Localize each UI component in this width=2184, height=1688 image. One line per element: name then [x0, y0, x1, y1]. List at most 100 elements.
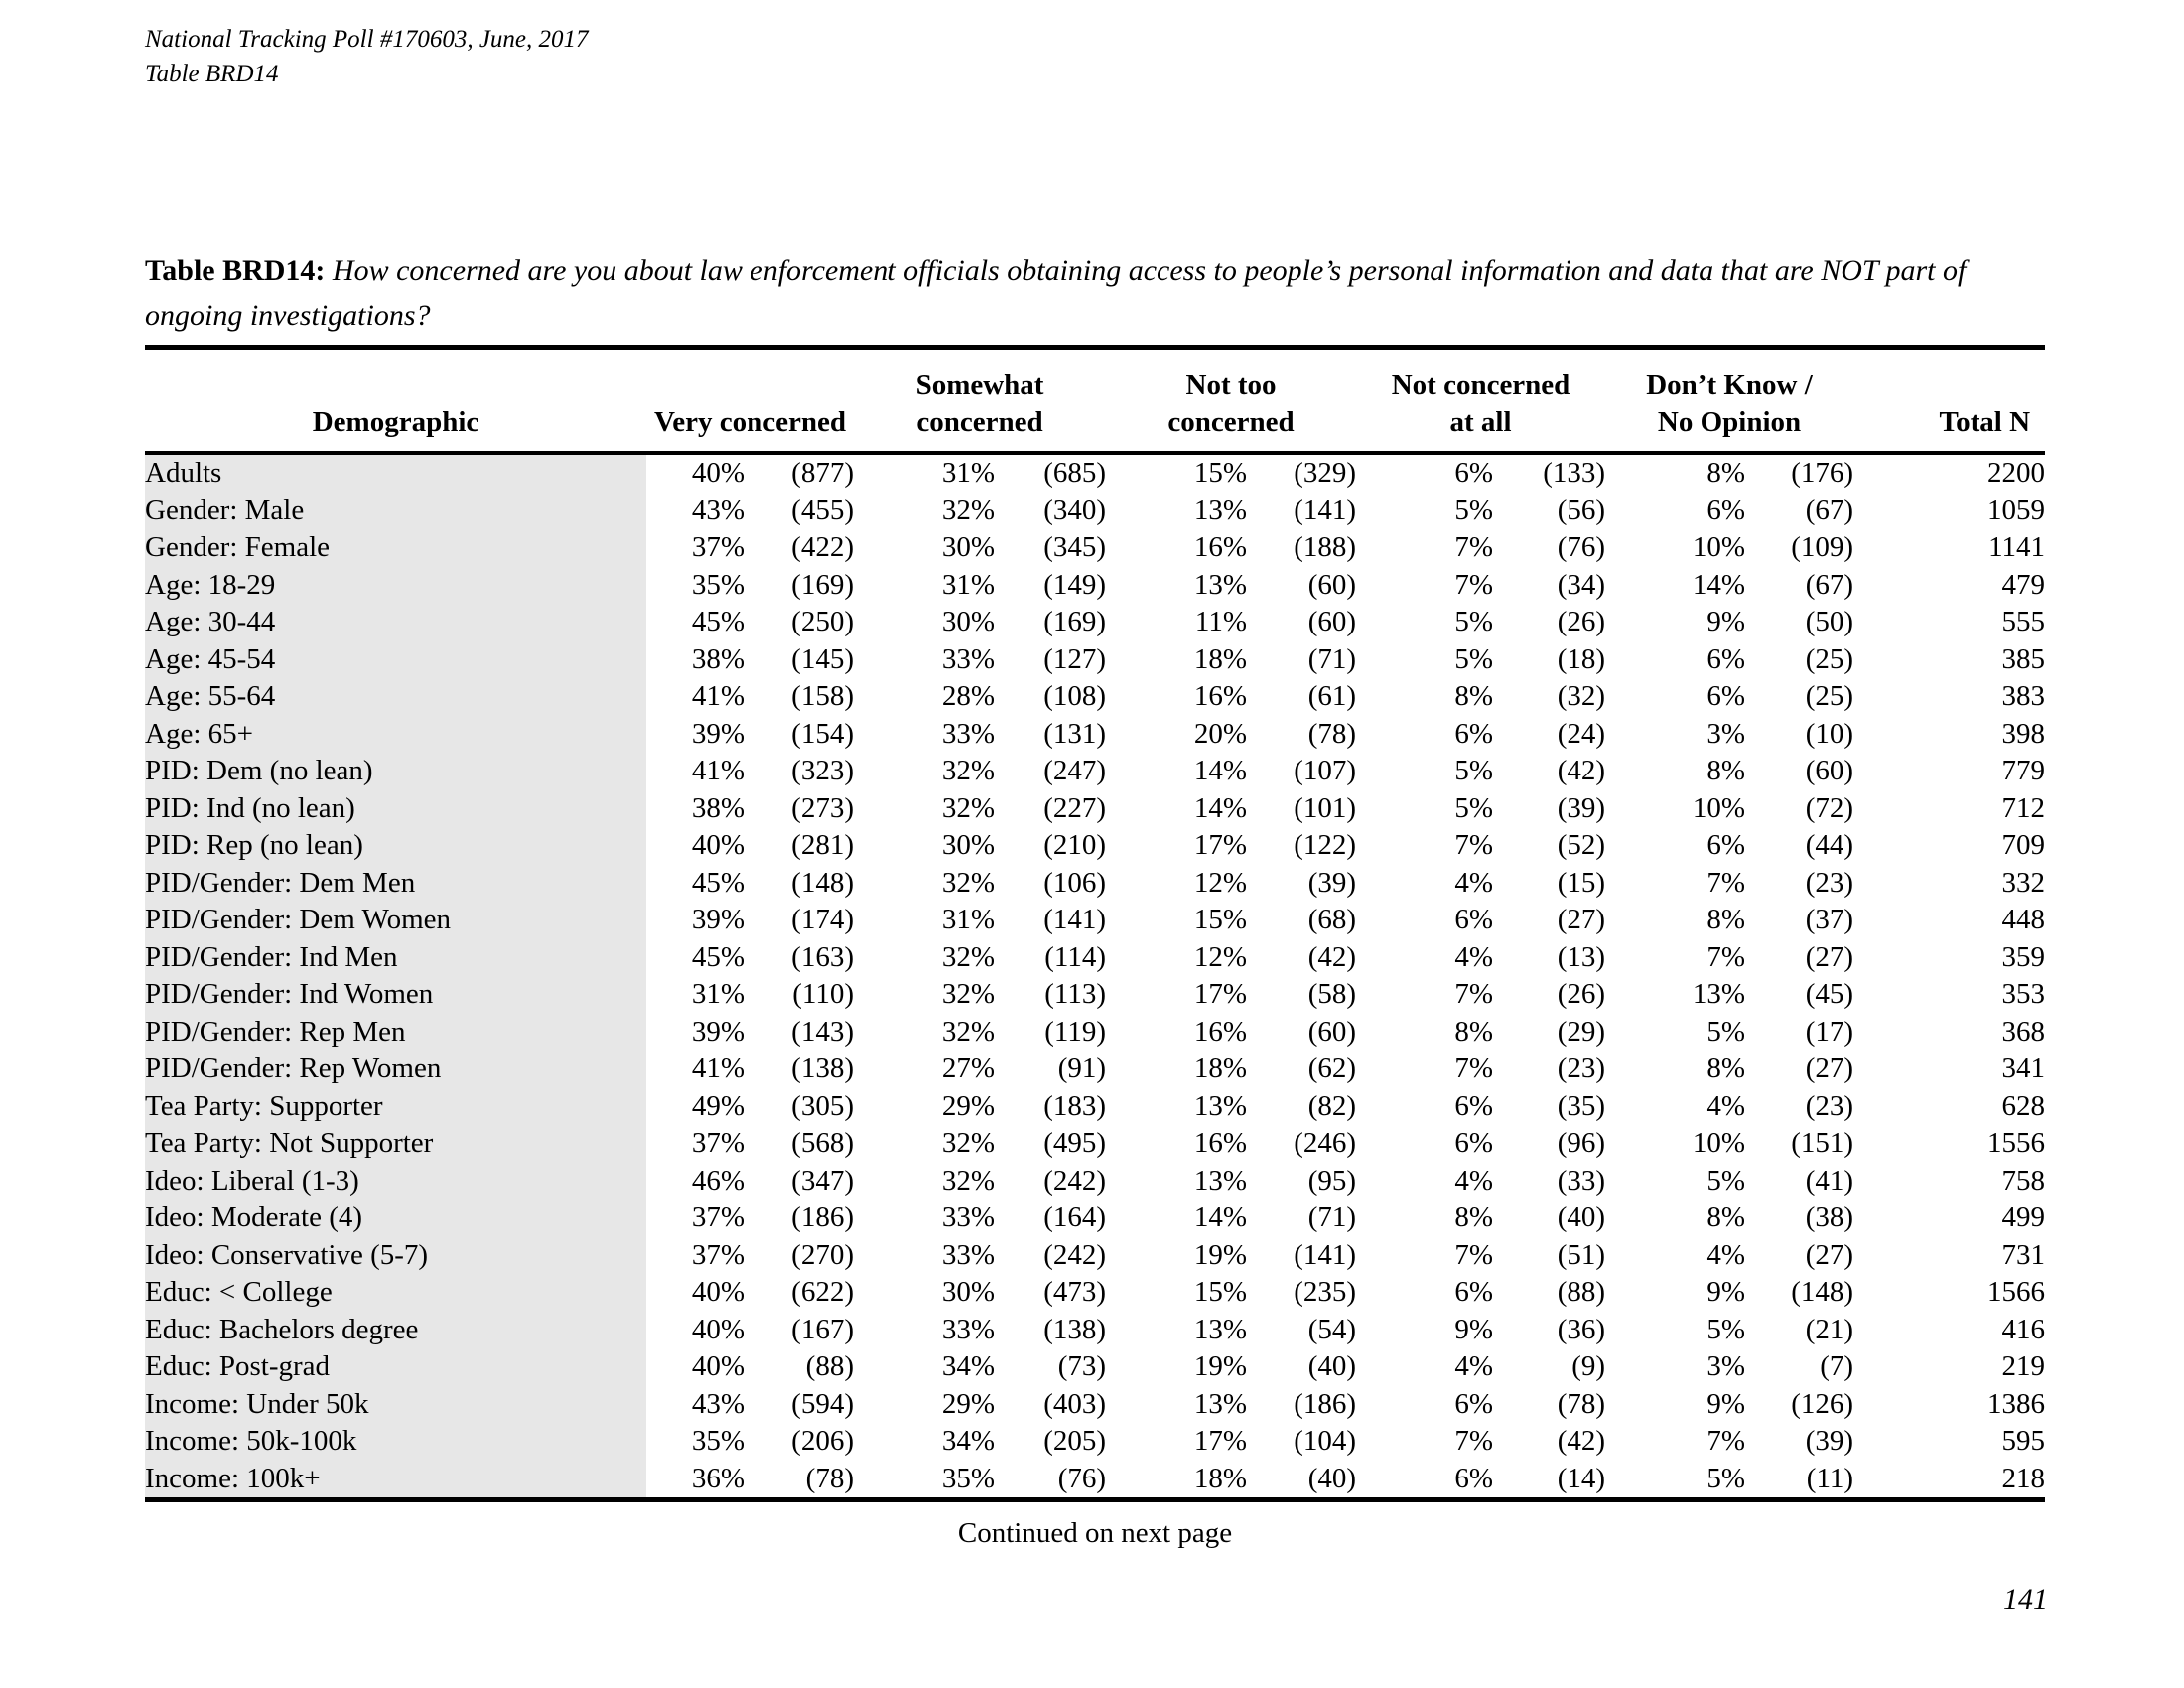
percent-cell: 8%	[1454, 1015, 1494, 1048]
percent-cell: 11%	[1194, 606, 1248, 638]
continued-note: Continued on next page	[957, 1517, 1233, 1549]
percent-cell: 27%	[941, 1053, 995, 1085]
count-cell: (26)	[1557, 606, 1606, 638]
percent-cell: 7%	[1454, 829, 1494, 862]
demographic-cell: Tea Party: Not Supporter	[145, 1125, 646, 1163]
count-cell: (242)	[1043, 1238, 1107, 1271]
count-cell: (76)	[1557, 531, 1606, 564]
total-n-cell: 731	[2001, 1238, 2046, 1271]
count-cell: (15)	[1557, 866, 1606, 899]
percent-cell: 40%	[691, 1313, 745, 1345]
total-n-cell: 628	[2001, 1089, 2046, 1122]
percent-cell: 6%	[1454, 1089, 1494, 1122]
percent-cell: 10%	[1692, 531, 1746, 564]
count-cell: (685)	[1043, 457, 1107, 490]
count-cell: (127)	[1043, 642, 1107, 675]
percent-cell: 3%	[1706, 1350, 1746, 1383]
percent-cell: 35%	[691, 568, 745, 601]
count-cell: (27)	[1805, 1238, 1854, 1271]
percent-cell: 40%	[691, 1276, 745, 1309]
percent-cell: 12%	[1193, 866, 1248, 899]
percent-cell: 14%	[1193, 755, 1248, 787]
percent-cell: 43%	[691, 1387, 745, 1420]
percent-cell: 8%	[1706, 755, 1746, 787]
count-cell: (25)	[1805, 642, 1854, 675]
table-title-label: Table BRD14:	[145, 254, 326, 287]
count-cell: (11)	[1806, 1462, 1854, 1494]
count-cell: (594)	[791, 1387, 854, 1420]
percent-cell: 32%	[941, 940, 995, 973]
percent-cell: 28%	[941, 680, 995, 713]
percent-cell: 16%	[1193, 1127, 1248, 1160]
count-cell: (110)	[792, 978, 854, 1011]
percent-cell: 29%	[941, 1387, 995, 1420]
count-cell: (186)	[791, 1201, 854, 1234]
percent-cell: 4%	[1706, 1089, 1746, 1122]
percent-cell: 6%	[1454, 1462, 1494, 1494]
count-cell: (27)	[1805, 1053, 1854, 1085]
percent-cell: 30%	[941, 1276, 995, 1309]
count-cell: (25)	[1805, 680, 1854, 713]
count-cell: (9)	[1571, 1350, 1606, 1383]
demographic-cell: Educ: Bachelors degree	[145, 1311, 646, 1348]
table-row: Gender: Male 43% (455) 32% (340) 13% (141) 5% (5…	[145, 492, 2045, 529]
count-cell: (158)	[791, 680, 854, 713]
table-header: Demographic Very concerned Somewhat conc…	[145, 347, 2046, 455]
demographic-cell: Ideo: Conservative (5-7)	[145, 1236, 646, 1274]
percent-cell: 6%	[1454, 717, 1494, 750]
percent-cell: 37%	[691, 1127, 745, 1160]
count-cell: (877)	[791, 457, 854, 490]
percent-cell: 5%	[1706, 1462, 1746, 1494]
percent-cell: 17%	[1193, 1425, 1248, 1458]
count-cell: (38)	[1805, 1201, 1854, 1234]
total-n-cell: 709	[2001, 829, 2046, 862]
count-cell: (42)	[1557, 1425, 1606, 1458]
total-n-cell: 2200	[1987, 457, 2046, 490]
count-cell: (78)	[805, 1462, 854, 1494]
percent-cell: 46%	[691, 1164, 745, 1196]
percent-cell: 7%	[1454, 1053, 1494, 1085]
table-row: Income: 50k-100k 35% (206) 34% (205) 17% (104)…	[145, 1423, 2045, 1461]
table-row: PID: Ind (no lean) 38% (273) 32% (227) 14% (10…	[145, 789, 2045, 827]
percent-cell: 17%	[1193, 829, 1248, 862]
count-cell: (145)	[791, 642, 854, 675]
count-cell: (18)	[1557, 642, 1606, 675]
total-n-cell: 779	[2001, 755, 2046, 787]
count-cell: (104)	[1294, 1425, 1357, 1458]
percent-cell: 40%	[691, 829, 745, 862]
percent-cell: 5%	[1706, 1015, 1746, 1048]
total-n-cell: 353	[2001, 978, 2046, 1011]
percent-cell: 5%	[1454, 791, 1494, 824]
percent-cell: 15%	[1193, 904, 1248, 936]
table-body: Adults 40% (877) 31% (685) 15% (329) 6% (133) 8% (…	[145, 453, 2045, 1500]
count-cell: (141)	[1294, 1238, 1357, 1271]
percent-cell: 31%	[941, 457, 995, 490]
count-cell: (210)	[1043, 829, 1107, 862]
count-cell: (42)	[1557, 755, 1606, 787]
count-cell: (96)	[1557, 1127, 1606, 1160]
count-cell: (60)	[1307, 568, 1357, 601]
percent-cell: 10%	[1692, 1127, 1746, 1160]
table-row: PID/Gender: Ind Women 31% (110) 32% (113) 17%…	[145, 976, 2045, 1014]
count-cell: (54)	[1307, 1313, 1357, 1345]
column-header-dont-know: Don’t Know / No Opinion	[1605, 347, 1854, 455]
percent-cell: 4%	[1454, 940, 1494, 973]
demographic-cell: PID: Ind (no lean)	[145, 789, 646, 827]
demographic-cell: PID/Gender: Ind Women	[145, 976, 646, 1014]
table-row: Tea Party: Supporter 49% (305) 29% (183) 13% (…	[145, 1087, 2046, 1125]
percent-cell: 4%	[1454, 866, 1494, 899]
count-cell: (17)	[1805, 1015, 1854, 1048]
demographic-cell: Ideo: Moderate (4)	[145, 1199, 646, 1237]
count-cell: (40)	[1307, 1350, 1357, 1383]
percent-cell: 30%	[941, 531, 995, 564]
percent-cell: 16%	[1193, 680, 1248, 713]
total-n-cell: 448	[2001, 904, 2046, 936]
demographic-cell: Gender: Female	[145, 529, 646, 567]
percent-cell: 20%	[1193, 717, 1248, 750]
percent-cell: 45%	[691, 606, 745, 638]
percent-cell: 35%	[941, 1462, 995, 1494]
percent-cell: 8%	[1706, 1053, 1746, 1085]
percent-cell: 6%	[1706, 829, 1746, 862]
percent-cell: 8%	[1706, 1201, 1746, 1234]
count-cell: (101)	[1294, 791, 1357, 824]
